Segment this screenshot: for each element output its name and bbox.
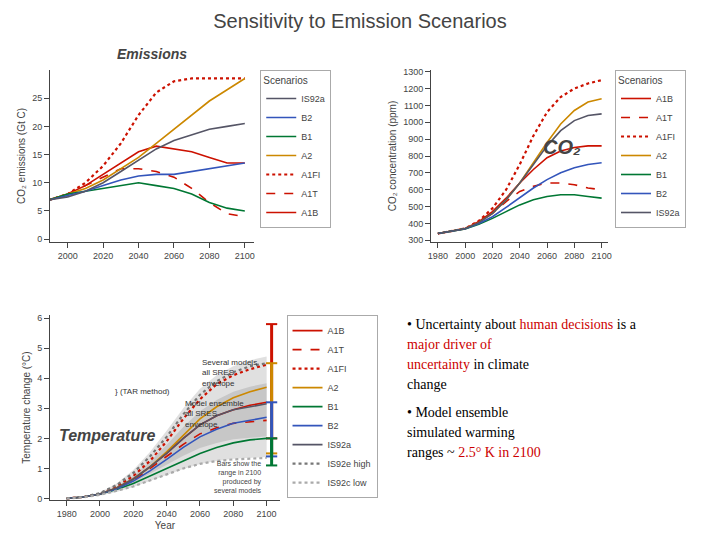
svg-text:3: 3 bbox=[37, 403, 42, 413]
svg-text:simulated warming: simulated warming bbox=[407, 425, 515, 440]
svg-text:Several modelsall SRESenvelope: Several modelsall SRESenvelope bbox=[202, 358, 257, 388]
svg-text:1980: 1980 bbox=[428, 251, 448, 261]
svg-text:2020: 2020 bbox=[123, 509, 143, 519]
svg-text:A1B: A1B bbox=[656, 94, 673, 104]
svg-text:10: 10 bbox=[32, 178, 42, 188]
svg-text:2000: 2000 bbox=[58, 251, 78, 261]
svg-text:4: 4 bbox=[37, 373, 42, 383]
svg-text:A1B: A1B bbox=[301, 208, 318, 218]
svg-text:B1: B1 bbox=[328, 402, 339, 412]
svg-text:2000: 2000 bbox=[455, 251, 475, 261]
svg-text:500: 500 bbox=[408, 202, 423, 212]
svg-text:20: 20 bbox=[32, 122, 42, 132]
svg-text:Temperature: Temperature bbox=[59, 427, 155, 444]
svg-text:2020: 2020 bbox=[482, 251, 502, 261]
svg-text:2000: 2000 bbox=[90, 509, 110, 519]
svg-text:A1T: A1T bbox=[656, 113, 673, 123]
svg-text:• Model ensemble: • Model ensemble bbox=[407, 405, 508, 420]
svg-text:A2: A2 bbox=[301, 151, 312, 161]
svg-text:1300: 1300 bbox=[403, 67, 423, 77]
svg-text:6: 6 bbox=[37, 313, 42, 323]
svg-text:Year: Year bbox=[155, 520, 176, 531]
svg-text:2080: 2080 bbox=[199, 251, 219, 261]
svg-text:B1: B1 bbox=[301, 132, 312, 142]
svg-text:2080: 2080 bbox=[564, 251, 584, 261]
svg-text:change: change bbox=[407, 377, 447, 392]
svg-text:Scenarios: Scenarios bbox=[263, 75, 307, 86]
svg-text:B1: B1 bbox=[656, 170, 667, 180]
svg-text:400: 400 bbox=[408, 219, 423, 229]
svg-text:Scenarios: Scenarios bbox=[618, 75, 662, 86]
svg-text:800: 800 bbox=[408, 151, 423, 161]
svg-text:2040: 2040 bbox=[157, 509, 177, 519]
svg-text:A1T: A1T bbox=[301, 189, 318, 199]
svg-text:1100: 1100 bbox=[404, 101, 423, 111]
svg-text:IS92c low: IS92c low bbox=[328, 478, 368, 488]
svg-text:B2: B2 bbox=[328, 421, 339, 431]
svg-text:5: 5 bbox=[37, 206, 42, 216]
svg-text:2020: 2020 bbox=[93, 251, 113, 261]
svg-text:1980: 1980 bbox=[57, 509, 77, 519]
svg-text:A1B: A1B bbox=[328, 326, 345, 336]
svg-text:ranges ~ 2.5° K in 2100: ranges ~ 2.5° K in 2100 bbox=[407, 445, 541, 460]
svg-text:5: 5 bbox=[37, 343, 42, 353]
svg-text:A1FI: A1FI bbox=[656, 132, 675, 142]
svg-text:2: 2 bbox=[37, 434, 42, 444]
svg-text:2060: 2060 bbox=[190, 509, 210, 519]
svg-text:1: 1 bbox=[37, 464, 42, 474]
svg-text:CO₂: CO₂ bbox=[543, 136, 581, 158]
svg-text:A1T: A1T bbox=[328, 345, 345, 355]
svg-text:A1FI: A1FI bbox=[328, 364, 347, 374]
svg-text:CO₂ emissions (Gt C): CO₂ emissions (Gt C) bbox=[16, 108, 27, 204]
svg-text:Bars show therange in 2100prod: Bars show therange in 2100produced bysev… bbox=[214, 460, 262, 494]
svg-text:Sensitivity to Emission Scenar: Sensitivity to Emission Scenarios bbox=[213, 10, 506, 32]
svg-text:300: 300 bbox=[408, 235, 423, 245]
svg-text:2100: 2100 bbox=[592, 251, 612, 261]
svg-text:1000: 1000 bbox=[403, 117, 423, 127]
svg-text:CO₂ concentration (ppm): CO₂ concentration (ppm) bbox=[387, 101, 398, 212]
svg-text:2040: 2040 bbox=[129, 251, 149, 261]
svg-text:2080: 2080 bbox=[223, 509, 243, 519]
svg-text:Model ensembleall SRESenvelope: Model ensembleall SRESenvelope bbox=[185, 399, 244, 429]
svg-text:0: 0 bbox=[37, 494, 42, 504]
svg-text:• Uncertainty about human deci: • Uncertainty about human decisions is a bbox=[407, 317, 637, 332]
svg-text:25: 25 bbox=[32, 93, 42, 103]
svg-text:B2: B2 bbox=[656, 189, 667, 199]
svg-text:600: 600 bbox=[408, 185, 423, 195]
svg-text:1200: 1200 bbox=[403, 84, 423, 94]
svg-text:IS92a: IS92a bbox=[301, 94, 325, 104]
svg-text:2040: 2040 bbox=[510, 251, 530, 261]
svg-text:uncertainty in climate: uncertainty in climate bbox=[407, 357, 529, 372]
svg-text:A2: A2 bbox=[328, 383, 339, 393]
svg-text:A1FI: A1FI bbox=[301, 170, 320, 180]
svg-text:2100: 2100 bbox=[235, 251, 255, 261]
svg-text:700: 700 bbox=[408, 168, 423, 178]
svg-text:900: 900 bbox=[408, 134, 423, 144]
svg-text:Temperature change (°C): Temperature change (°C) bbox=[21, 351, 32, 463]
svg-text:B2: B2 bbox=[301, 113, 312, 123]
svg-text:IS92a: IS92a bbox=[328, 440, 352, 450]
svg-text:2060: 2060 bbox=[537, 251, 557, 261]
svg-text:major driver of: major driver of bbox=[407, 337, 492, 352]
svg-text:A2: A2 bbox=[656, 151, 667, 161]
svg-text:Emissions: Emissions bbox=[117, 46, 187, 62]
svg-text:IS92a: IS92a bbox=[656, 208, 680, 218]
svg-text:2060: 2060 bbox=[164, 251, 184, 261]
svg-text:15: 15 bbox=[32, 150, 42, 160]
svg-text:IS92e high: IS92e high bbox=[328, 459, 371, 469]
svg-text:2100: 2100 bbox=[257, 509, 277, 519]
svg-text:} (TAR method): } (TAR method) bbox=[115, 387, 170, 396]
svg-text:0: 0 bbox=[37, 234, 42, 244]
